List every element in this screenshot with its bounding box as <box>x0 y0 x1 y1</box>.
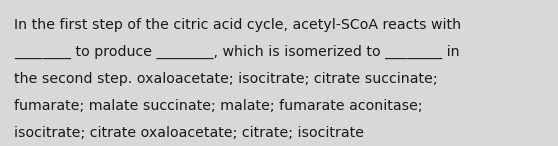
Text: fumarate; malate succinate; malate; fumarate aconitase;: fumarate; malate succinate; malate; fuma… <box>14 99 422 113</box>
Text: isocitrate; citrate oxaloacetate; citrate; isocitrate: isocitrate; citrate oxaloacetate; citrat… <box>14 126 364 140</box>
Text: In the first step of the citric acid cycle, acetyl-SCoA reacts with: In the first step of the citric acid cyc… <box>14 18 461 32</box>
Text: ________ to produce ________, which is isomerized to ________ in: ________ to produce ________, which is i… <box>14 45 460 59</box>
Text: the second step. oxaloacetate; isocitrate; citrate succinate;: the second step. oxaloacetate; isocitrat… <box>14 72 437 86</box>
